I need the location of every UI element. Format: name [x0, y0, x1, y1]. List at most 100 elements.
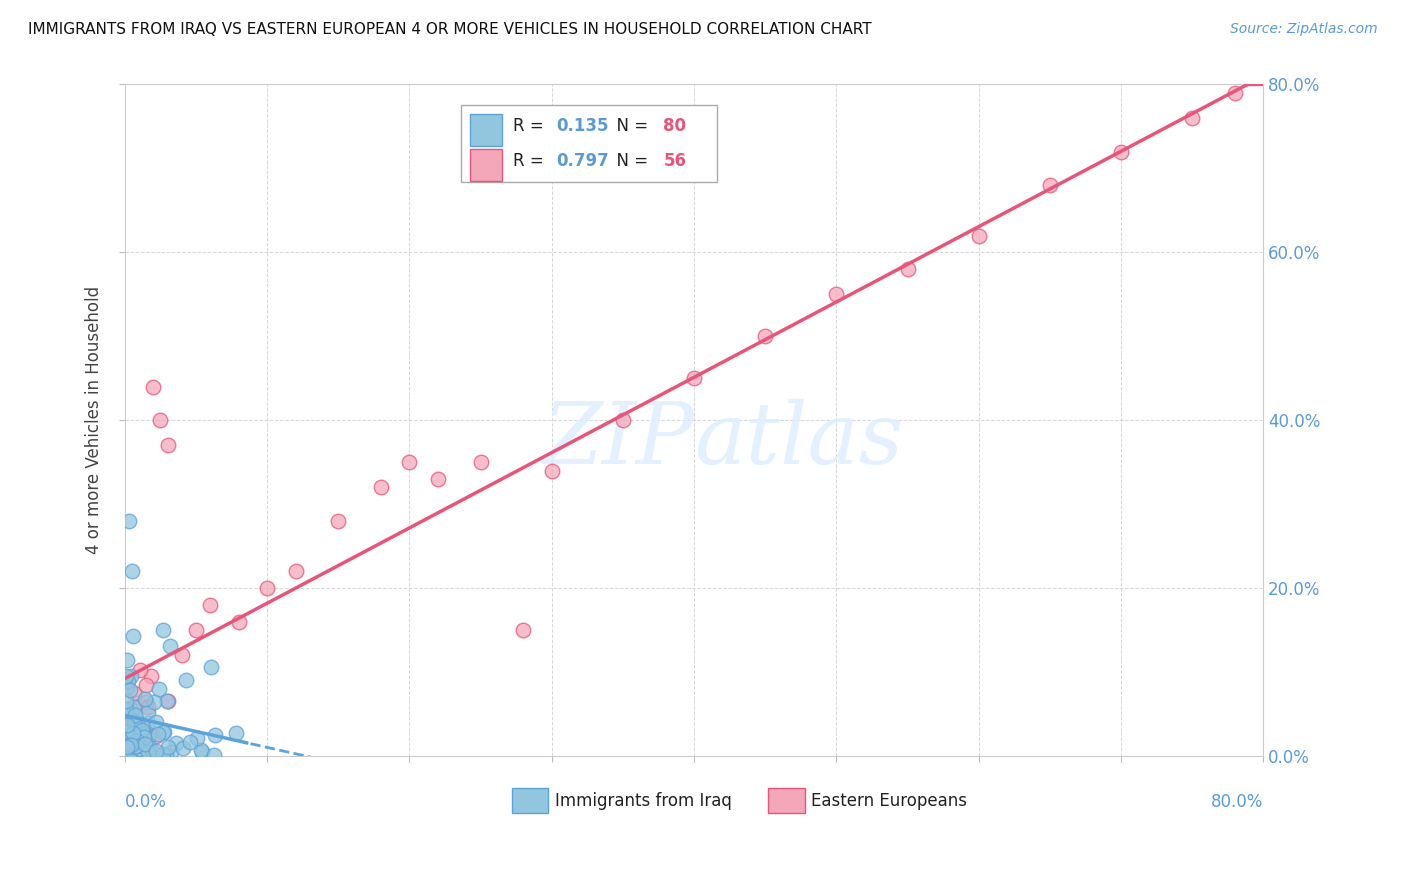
Point — [184, 624, 207, 638]
Point — [200, 660, 222, 674]
Point — [426, 472, 449, 486]
Y-axis label: 4 or more Vehicles in Household: 4 or more Vehicles in Household — [86, 286, 103, 554]
Point — [118, 747, 141, 761]
Point — [115, 727, 138, 741]
Point — [398, 455, 420, 469]
Point — [256, 581, 278, 595]
Point — [165, 736, 187, 750]
Point — [153, 725, 176, 739]
Point — [148, 726, 170, 740]
Point — [176, 673, 198, 687]
Point — [115, 703, 138, 717]
Text: 80.0%: 80.0% — [1211, 793, 1264, 811]
Point — [190, 743, 212, 757]
Point — [328, 514, 350, 528]
Point — [152, 747, 174, 762]
Point — [136, 716, 159, 731]
Point — [152, 725, 174, 739]
Point — [202, 748, 225, 763]
Point — [127, 734, 149, 748]
Point — [115, 653, 138, 667]
Text: Source: ZipAtlas.com: Source: ZipAtlas.com — [1230, 22, 1378, 37]
Text: Eastern Europeans: Eastern Europeans — [811, 791, 967, 810]
Point — [612, 413, 634, 427]
Point — [141, 669, 163, 683]
Point — [143, 694, 166, 708]
Point — [120, 736, 142, 750]
Point — [122, 723, 145, 738]
Point — [138, 728, 160, 742]
Point — [128, 742, 150, 756]
Point — [124, 708, 146, 723]
Text: N =: N = — [606, 153, 654, 170]
FancyBboxPatch shape — [470, 149, 502, 181]
Point — [118, 722, 141, 736]
Point — [470, 455, 492, 469]
Point — [896, 262, 918, 277]
Point — [122, 715, 145, 730]
Point — [125, 739, 148, 754]
Point — [115, 702, 138, 716]
Point — [120, 738, 142, 752]
Point — [145, 730, 167, 744]
Point — [118, 702, 141, 716]
Point — [145, 715, 167, 730]
Text: 0.135: 0.135 — [557, 118, 609, 136]
Point — [122, 629, 145, 643]
Point — [120, 707, 142, 722]
Point — [131, 723, 153, 738]
Text: 0.797: 0.797 — [557, 153, 609, 170]
Text: 56: 56 — [664, 153, 686, 170]
Point — [129, 737, 152, 751]
Point — [120, 718, 142, 732]
Point — [138, 740, 160, 755]
FancyBboxPatch shape — [512, 788, 548, 814]
Point — [156, 438, 179, 452]
Point — [121, 736, 143, 750]
Point — [118, 745, 141, 759]
Point — [118, 701, 141, 715]
Point — [142, 380, 165, 394]
Point — [155, 747, 177, 762]
Point — [121, 727, 143, 741]
Point — [136, 731, 159, 746]
Point — [127, 696, 149, 710]
Text: ZIP: ZIP — [543, 399, 695, 482]
Point — [115, 739, 138, 754]
Text: R =: R = — [513, 153, 550, 170]
Point — [125, 715, 148, 730]
Point — [159, 639, 181, 653]
Point — [132, 731, 155, 745]
Point — [125, 734, 148, 748]
Point — [122, 731, 145, 745]
Point — [122, 748, 145, 763]
Point — [170, 648, 193, 663]
Point — [131, 717, 153, 731]
Text: 0.0%: 0.0% — [125, 793, 167, 811]
Point — [540, 464, 562, 478]
Point — [129, 663, 152, 677]
Point — [127, 720, 149, 734]
Text: IMMIGRANTS FROM IRAQ VS EASTERN EUROPEAN 4 OR MORE VEHICLES IN HOUSEHOLD CORRELA: IMMIGRANTS FROM IRAQ VS EASTERN EUROPEAN… — [28, 22, 872, 37]
Point — [191, 745, 214, 759]
Point — [124, 740, 146, 755]
Point — [115, 669, 138, 683]
Point — [117, 707, 139, 722]
Point — [135, 695, 157, 709]
FancyBboxPatch shape — [768, 788, 804, 814]
Point — [156, 694, 179, 708]
Point — [1039, 178, 1062, 193]
Point — [122, 686, 145, 700]
Point — [122, 699, 145, 714]
Point — [115, 724, 138, 739]
Point — [1181, 111, 1204, 125]
Point — [159, 745, 181, 759]
Point — [132, 739, 155, 754]
Point — [135, 678, 157, 692]
Point — [683, 371, 706, 385]
Point — [825, 287, 848, 301]
Point — [225, 725, 247, 739]
Point — [115, 676, 138, 690]
Point — [156, 694, 179, 708]
Point — [157, 739, 180, 754]
